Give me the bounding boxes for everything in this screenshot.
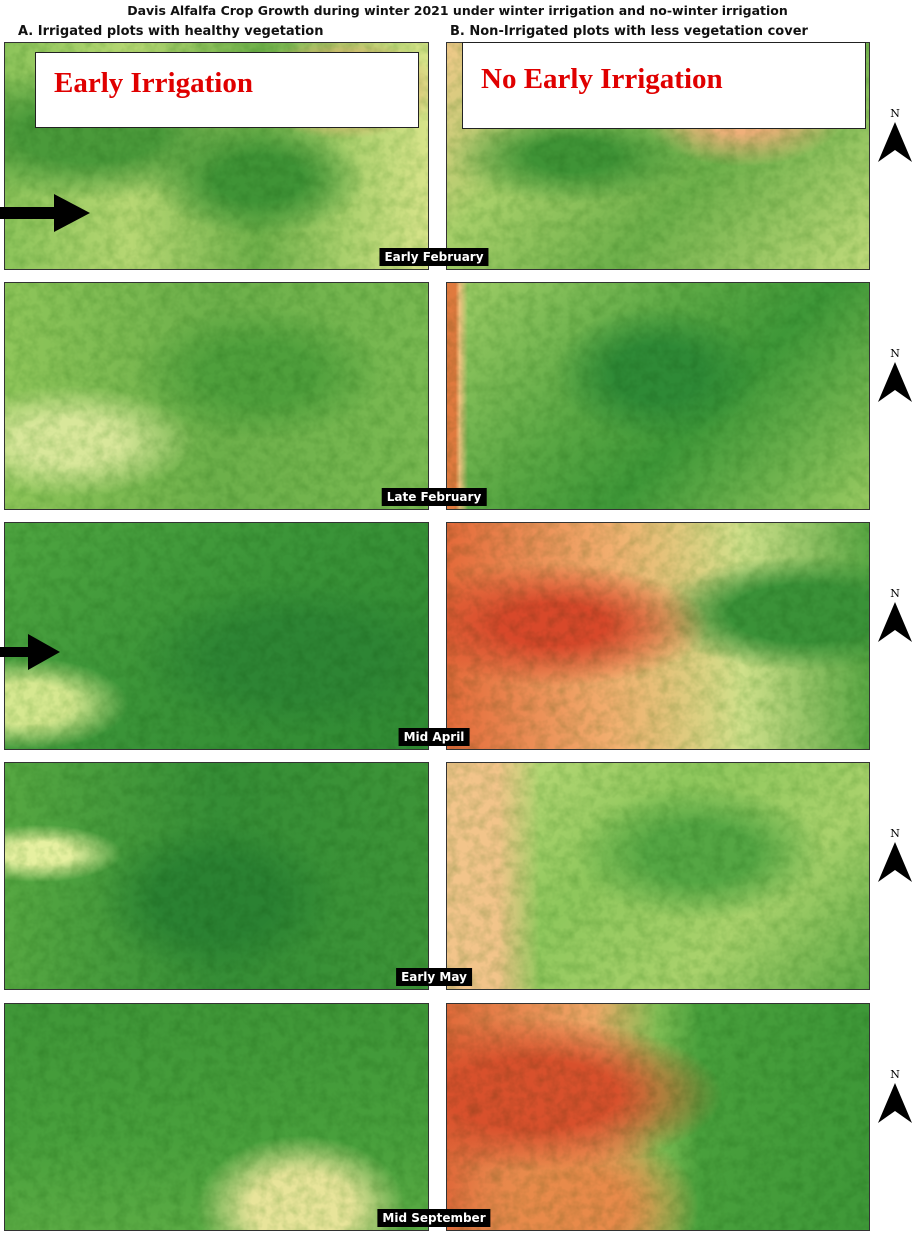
texture <box>5 523 428 749</box>
north-icon <box>878 122 912 162</box>
north-arrow: N <box>878 1068 912 1123</box>
north-label: N <box>890 587 900 600</box>
image-panel <box>446 762 870 990</box>
north-icon <box>878 842 912 882</box>
image-panel <box>446 522 870 750</box>
image-panel <box>446 1003 870 1231</box>
north-arrow: N <box>878 827 912 882</box>
figure-title: Davis Alfalfa Crop Growth during winter … <box>127 3 788 18</box>
column-header: A. Irrigated plots with healthy vegetati… <box>18 24 324 39</box>
texture <box>447 283 869 509</box>
column-header: B. Non-Irrigated plots with less vegetat… <box>450 24 808 39</box>
panel-label: No Early Irrigation <box>462 42 866 129</box>
north-label: N <box>890 347 900 360</box>
north-label: N <box>890 827 900 840</box>
north-icon <box>878 1083 912 1123</box>
north-icon <box>878 602 912 642</box>
north-arrow: N <box>878 107 912 162</box>
row-label: Early February <box>379 248 489 266</box>
row-label: Early May <box>396 968 472 986</box>
texture <box>5 1004 428 1230</box>
texture <box>5 283 428 509</box>
texture <box>447 1004 869 1230</box>
row-label: Late February <box>381 488 487 506</box>
north-label: N <box>890 107 900 120</box>
row-label: Mid September <box>377 1209 491 1227</box>
row-label: Mid April <box>398 728 470 746</box>
image-panel <box>4 522 429 750</box>
panel-label: Early Irrigation <box>35 52 419 128</box>
image-panel <box>4 1003 429 1231</box>
texture <box>5 763 428 989</box>
north-label: N <box>890 1068 900 1081</box>
image-panel <box>4 762 429 990</box>
north-arrow: N <box>878 587 912 642</box>
texture <box>447 763 869 989</box>
north-icon <box>878 362 912 402</box>
arrow <box>0 194 90 232</box>
image-panel <box>4 282 429 510</box>
texture <box>447 523 869 749</box>
arrow <box>0 634 60 670</box>
image-panel <box>446 282 870 510</box>
north-arrow: N <box>878 347 912 402</box>
